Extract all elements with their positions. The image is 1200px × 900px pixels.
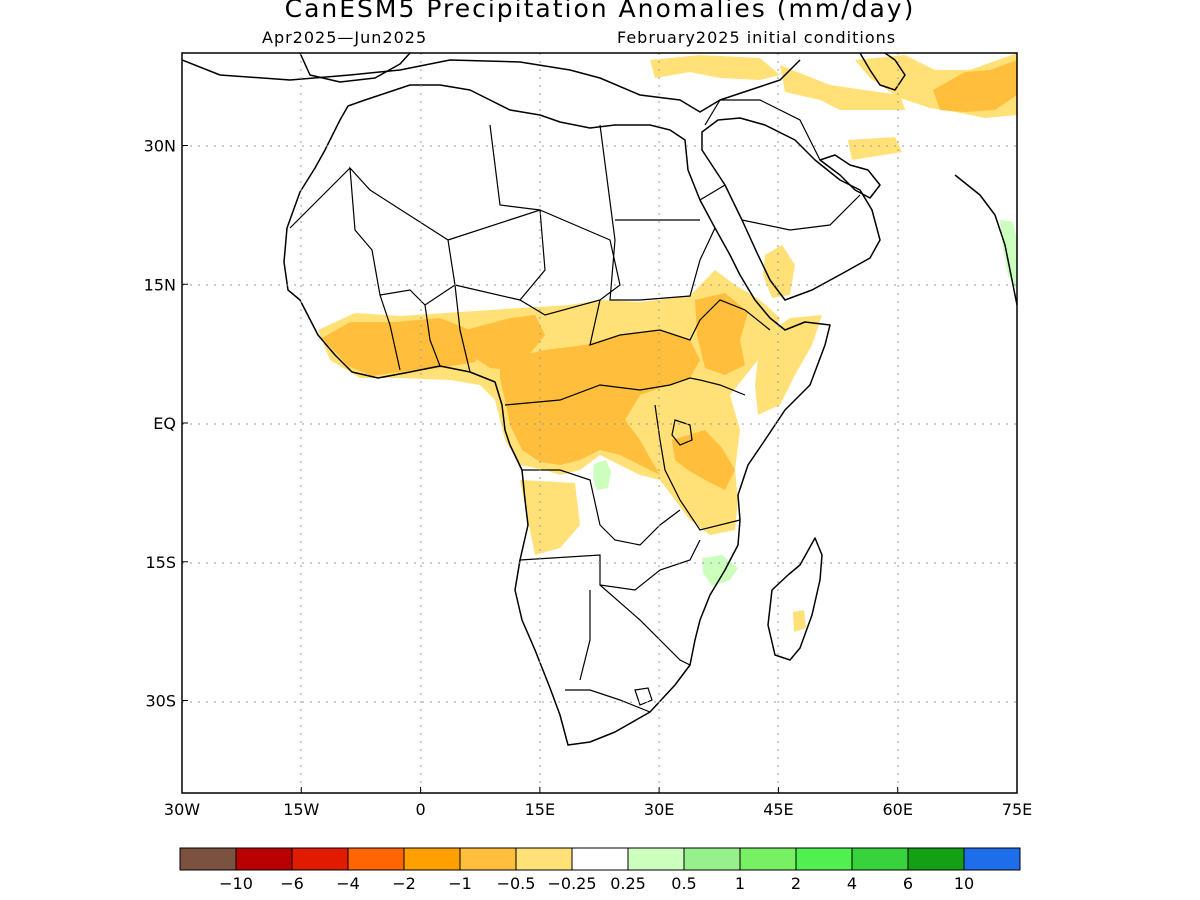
colorbar-swatch [683,847,741,871]
colorbar-swatch [851,847,909,871]
anomaly-india-positive [1000,220,1017,290]
lon-tick-label: 30W [164,800,200,819]
lat-tick-label: 15S [145,553,176,572]
lon-tick-label: 15W [283,800,319,819]
lat-tick-label: EQ [153,414,176,433]
colorbar-label: 0.5 [671,874,696,893]
national-borders [289,99,861,713]
colorbar-swatch [459,847,517,871]
colorbar-label: −4 [336,874,360,893]
colorbar: −10 −6 −4 −2 −1 −0.5 −0.25 0.25 0.5 1 2 4 6 10 [179,847,1021,893]
anomaly-central-africa [500,330,700,475]
colorbar-swatch [403,847,461,871]
lon-tick-label: 60E [882,800,912,819]
caspian-coastline [859,53,906,91]
map-title: CanESM5 Precipitation Anomalies (mm/day) [284,0,916,23]
colorbar-label: −0.25 [547,874,596,893]
forecast-period: Apr2025—Jun2025 [262,28,428,47]
anomaly-ethiopia [695,293,748,375]
colorbar-swatch [739,847,797,871]
coastlines [182,53,1017,746]
anomaly-arabia-light [848,137,902,160]
colorbar-label: 10 [954,874,974,893]
lat-tick-label: 30N [144,137,176,156]
lon-tick-label: 0 [415,800,425,819]
colorbar-label: −6 [280,874,304,893]
anomaly-mozambique-positive [702,555,738,586]
lon-tick-label: 30E [644,800,674,819]
colorbar-swatch [963,847,1021,871]
anomaly-madagascar-light [793,610,806,632]
colorbar-label: 4 [847,874,857,893]
anomaly-mediterranean-light [650,55,780,80]
colorbar-swatch [179,847,237,871]
anomaly-west-africa [322,318,480,376]
colorbar-swatch [515,847,573,871]
colorbar-label: −0.5 [497,874,536,893]
gridlines [182,53,1017,793]
colorbar-swatch [907,847,965,871]
lat-tick-label: 30S [145,692,176,711]
colorbar-label: 2 [791,874,801,893]
lon-tick-label: 75E [1002,800,1032,819]
colorbar-label: 1 [735,874,745,893]
lon-tick-label: 15E [525,800,555,819]
persian-gulf-coastline [819,154,881,199]
colorbar-swatch [795,847,853,871]
anomaly-iran-light [780,65,905,110]
colorbar-swatch [347,847,405,871]
colorbar-label: −10 [219,874,253,893]
anomaly-horn-light [755,315,822,415]
arabia-coastline [701,117,881,301]
colorbar-label: 0.25 [610,874,646,893]
colorbar-label: −2 [392,874,416,893]
madagascar-coastline [767,537,823,661]
colorbar-label: 6 [903,874,913,893]
initial-conditions: February2025 initial conditions [617,28,897,47]
anomaly-shading-moderate [322,60,1017,490]
colorbar-swatch [627,847,685,871]
india-coastline [954,174,1017,306]
anomaly-zambia-positive [593,460,611,490]
anomaly-angola-light [520,480,580,555]
anomaly-yemen-light [763,245,795,298]
map-axes: 30W 15W 0 15E 30E 45E 60E 75E 30N 15N EQ 15S 30S [144,137,1033,820]
colorbar-label: −1 [448,874,472,893]
lon-tick-label: 45E [763,800,793,819]
africa-coastline [283,84,831,746]
lat-tick-label: 15N [144,275,176,294]
anomaly-east-africa [672,430,735,490]
colorbar-swatch [291,847,349,871]
colorbar-swatch [235,847,293,871]
colorbar-swatch [571,847,629,871]
anomaly-central-asia [933,60,1017,112]
iberia-coastline [299,53,411,83]
map-area [182,53,1017,793]
